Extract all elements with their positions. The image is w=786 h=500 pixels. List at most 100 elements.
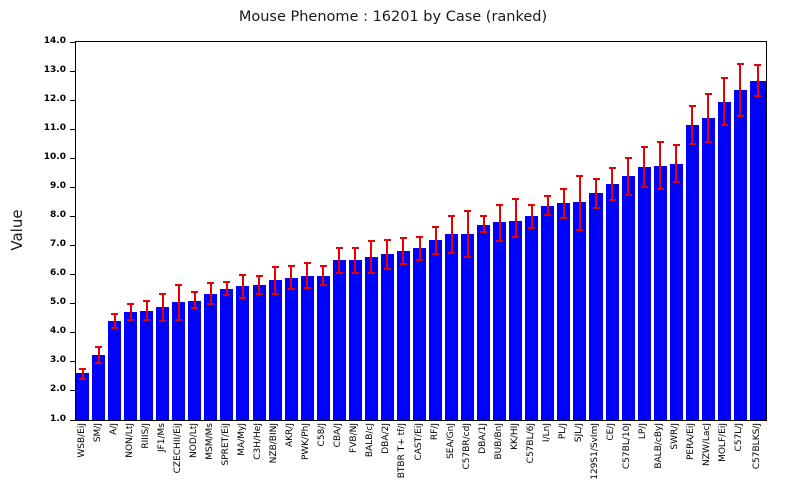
y-tick-label: 12.0 bbox=[43, 93, 66, 104]
x-tick-label: KK/HIJ bbox=[509, 423, 520, 450]
error-bar-cap-bottom bbox=[239, 296, 247, 299]
y-tick-label: 3.0 bbox=[50, 355, 66, 366]
bar bbox=[396, 251, 410, 420]
y-tick bbox=[70, 128, 75, 130]
y-tick bbox=[70, 99, 75, 101]
error-bar-cap-bottom bbox=[496, 240, 504, 243]
error-bar-cap-top bbox=[496, 203, 504, 206]
error-bar bbox=[595, 178, 597, 208]
y-tick-label: 4.0 bbox=[50, 326, 66, 337]
bar bbox=[653, 165, 667, 420]
error-bar-cap-bottom bbox=[432, 253, 440, 256]
bar bbox=[316, 276, 330, 420]
x-tick-label: NZW/LacJ bbox=[702, 423, 713, 466]
y-tick bbox=[70, 245, 75, 247]
bar bbox=[76, 373, 90, 420]
error-bar bbox=[482, 216, 485, 233]
error-bar-cap-bottom bbox=[399, 263, 407, 266]
error-bar-cap-bottom bbox=[383, 267, 391, 270]
x-tick-label: SJL/J bbox=[573, 423, 584, 443]
error-bar-cap-bottom bbox=[704, 141, 712, 144]
y-tick bbox=[70, 361, 75, 363]
error-bar-cap-top bbox=[79, 368, 87, 371]
error-bar bbox=[370, 241, 373, 274]
bar bbox=[188, 300, 202, 420]
error-bar-cap-top bbox=[207, 282, 215, 285]
y-tick-label: 7.0 bbox=[50, 239, 66, 250]
error-bar-cap-bottom bbox=[416, 259, 423, 262]
error-bar bbox=[562, 188, 565, 218]
x-tick-label: MA/MyJ bbox=[236, 423, 247, 456]
error-bar-cap-top bbox=[95, 346, 103, 349]
bar bbox=[637, 167, 651, 420]
y-tick-label: 14.0 bbox=[43, 35, 66, 46]
bar bbox=[172, 302, 186, 420]
error-bar-cap-top bbox=[640, 145, 648, 148]
y-tick bbox=[70, 41, 75, 43]
error-bar-cap-bottom bbox=[79, 378, 87, 381]
bar bbox=[252, 284, 266, 420]
x-tick-label: BTBR T+ tf/J bbox=[397, 423, 408, 479]
x-tick-label: CE/J bbox=[606, 423, 617, 441]
y-tick bbox=[70, 186, 75, 188]
y-tick bbox=[70, 419, 75, 421]
error-bar bbox=[386, 239, 389, 269]
error-bar-cap-bottom bbox=[720, 123, 728, 126]
x-tick-label: SWR/J bbox=[670, 423, 681, 450]
y-tick-label: 2.0 bbox=[50, 384, 66, 395]
x-tick-label: AKR/J bbox=[285, 423, 296, 447]
x-tick-label: C57BL/6J bbox=[525, 423, 536, 464]
error-bar-cap-top bbox=[159, 292, 167, 295]
error-bar-cap-top bbox=[127, 302, 135, 305]
error-bar bbox=[258, 276, 261, 294]
x-tick-label: PERA/EiJ bbox=[686, 423, 697, 461]
error-bar-cap-top bbox=[704, 93, 712, 96]
x-tick-label: C3H/HeJ bbox=[253, 423, 264, 460]
error-bar-cap-bottom bbox=[560, 216, 568, 219]
bar bbox=[429, 239, 443, 420]
error-bar-cap-bottom bbox=[191, 307, 199, 310]
error-bar-cap-bottom bbox=[754, 94, 762, 97]
error-bar-cap-bottom bbox=[624, 193, 632, 196]
x-tick-label: PL/J bbox=[557, 423, 568, 440]
bar bbox=[733, 89, 747, 420]
x-tick-label: NZB/BINJ bbox=[269, 423, 280, 464]
y-tick-label: 13.0 bbox=[43, 64, 66, 75]
error-bar bbox=[145, 300, 148, 320]
error-bar-cap-top bbox=[672, 144, 680, 147]
error-bar-cap-top bbox=[720, 77, 728, 80]
x-tick-label: BALB/cJ bbox=[365, 423, 376, 458]
bar bbox=[412, 248, 426, 420]
error-bar-cap-top bbox=[239, 273, 247, 276]
bar bbox=[364, 257, 378, 420]
x-tick-label: WSB/EiJ bbox=[76, 423, 87, 458]
error-bar-cap-bottom bbox=[95, 362, 103, 365]
y-tick bbox=[70, 215, 75, 217]
error-bar-cap-top bbox=[175, 283, 183, 286]
error-bar-cap-top bbox=[736, 62, 744, 65]
error-bar-cap-bottom bbox=[335, 272, 343, 275]
error-bar bbox=[402, 238, 405, 265]
x-tick-label: JF1/Ms bbox=[156, 423, 167, 453]
y-tick bbox=[70, 303, 75, 305]
error-bar bbox=[643, 146, 646, 188]
error-bar bbox=[659, 142, 662, 189]
error-bar-cap-top bbox=[303, 261, 311, 264]
error-bar-cap-top bbox=[528, 203, 536, 206]
bar bbox=[236, 286, 250, 420]
bar bbox=[108, 321, 122, 420]
error-bar-cap-bottom bbox=[159, 320, 167, 323]
error-bar-cap-bottom bbox=[544, 214, 552, 216]
bar bbox=[557, 203, 571, 420]
error-bar-cap-bottom bbox=[736, 115, 744, 118]
error-bar bbox=[354, 248, 357, 274]
y-tick-label: 6.0 bbox=[50, 268, 66, 279]
error-bar-cap-bottom bbox=[351, 272, 359, 275]
error-bar-cap-top bbox=[432, 225, 440, 228]
error-bar bbox=[578, 175, 581, 230]
error-bar-cap-bottom bbox=[640, 186, 648, 189]
error-bar-cap-top bbox=[287, 264, 295, 267]
error-bar bbox=[225, 281, 228, 295]
y-tick bbox=[70, 332, 75, 334]
